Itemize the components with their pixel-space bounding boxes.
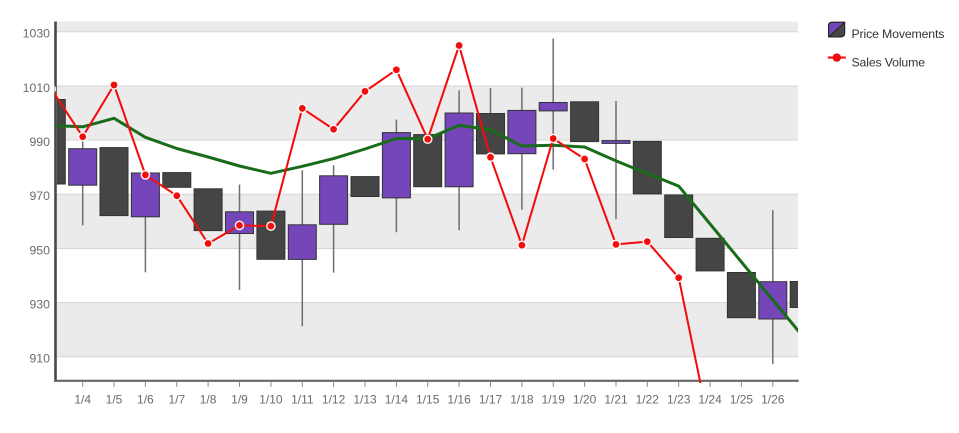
svg-text:1/18: 1/18	[510, 393, 534, 407]
svg-text:1030: 1030	[23, 27, 51, 41]
svg-text:1/19: 1/19	[542, 393, 566, 407]
svg-text:1/4: 1/4	[74, 393, 91, 407]
svg-text:1/20: 1/20	[573, 393, 597, 407]
svg-text:1/21: 1/21	[604, 393, 628, 407]
svg-text:1/5: 1/5	[106, 393, 123, 407]
svg-text:910: 910	[29, 352, 50, 366]
svg-text:1/7: 1/7	[168, 393, 185, 407]
svg-text:1/13: 1/13	[353, 393, 377, 407]
svg-text:1/14: 1/14	[385, 393, 409, 407]
svg-text:1/24: 1/24	[698, 393, 722, 407]
svg-text:1/25: 1/25	[730, 393, 754, 407]
svg-text:970: 970	[29, 189, 50, 203]
svg-text:990: 990	[29, 135, 50, 149]
svg-text:1/22: 1/22	[636, 393, 660, 407]
svg-text:Sales Volume: Sales Volume	[852, 55, 926, 69]
svg-text:950: 950	[29, 243, 50, 257]
svg-text:1/17: 1/17	[479, 393, 503, 407]
svg-text:930: 930	[29, 297, 50, 311]
svg-text:1/23: 1/23	[667, 393, 691, 407]
svg-text:1/8: 1/8	[200, 393, 217, 407]
svg-text:1/26: 1/26	[761, 393, 785, 407]
svg-text:1/11: 1/11	[291, 393, 314, 407]
svg-text:1/16: 1/16	[447, 393, 471, 407]
svg-text:1010: 1010	[23, 81, 51, 95]
svg-text:1/9: 1/9	[231, 393, 248, 407]
svg-text:1/10: 1/10	[259, 393, 283, 407]
svg-text:1/6: 1/6	[137, 393, 154, 407]
svg-text:1/12: 1/12	[322, 393, 346, 407]
svg-text:1/15: 1/15	[416, 393, 440, 407]
svg-text:Price Movements: Price Movements	[852, 27, 945, 41]
